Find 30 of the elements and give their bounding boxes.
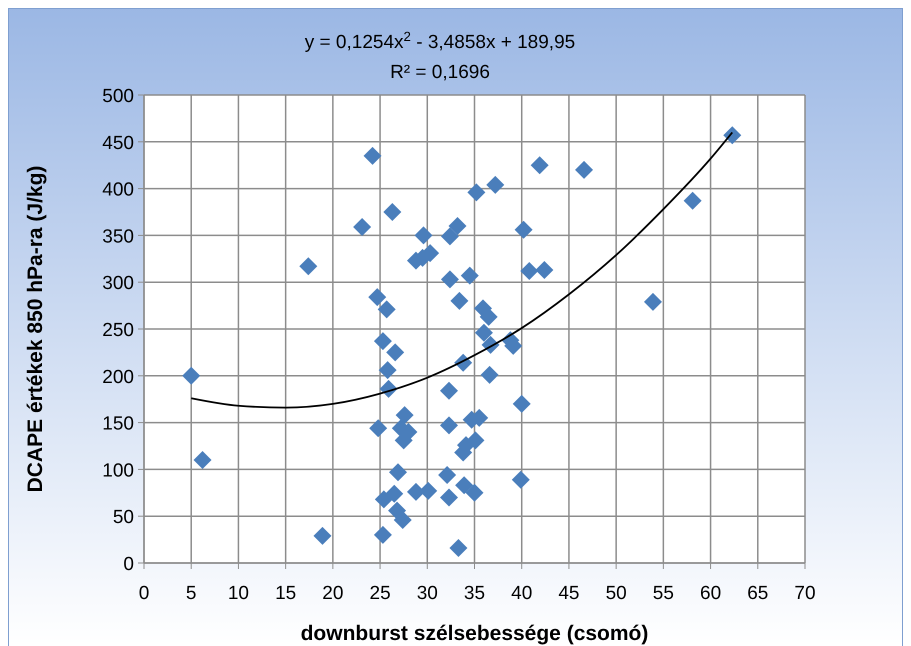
x-tick-label: 30 [416, 583, 438, 604]
x-tick-label: 10 [228, 583, 249, 604]
x-axis-title: downburst szélsebessége (csomó) [300, 622, 648, 645]
x-tick-label: 20 [322, 583, 344, 604]
y-tick-label: 300 [102, 273, 134, 294]
x-tick-label: 45 [558, 583, 580, 604]
x-tick-label: 50 [606, 583, 627, 604]
x-tick-label: 70 [794, 583, 816, 604]
x-tick-label: 0 [138, 583, 150, 604]
text: y = 0,1254x$^{2}$ - 3,4858x + 189,95 [304, 28, 576, 53]
y-axis-title: DCAPE értékek 850 hPa-ra (J/kg) [24, 166, 47, 492]
x-tick-label: 5 [186, 583, 197, 604]
y-tick-label: 350 [102, 226, 134, 248]
x-tick-label: 25 [370, 583, 391, 604]
x-tick-label: 15 [275, 583, 296, 604]
y-tick-label: 250 [102, 320, 134, 341]
y-tick-label: 500 [102, 86, 134, 107]
y-tick-label: 150 [102, 414, 134, 435]
y-tick-label: 400 [102, 180, 134, 201]
x-tick-label: 35 [464, 583, 486, 604]
text: R² = 0,1696 [390, 62, 490, 83]
y-tick-label: 450 [102, 132, 134, 154]
y-tick-label: 200 [102, 366, 134, 388]
x-tick-label: 65 [747, 583, 768, 604]
x-tick-label: 60 [700, 583, 722, 604]
y-tick-label: 50 [112, 507, 134, 528]
x-tick-label: 40 [511, 583, 532, 604]
y-tick-label: 100 [102, 460, 134, 482]
x-tick-label: 55 [652, 583, 674, 604]
y-tick-label: 0 [123, 554, 134, 575]
